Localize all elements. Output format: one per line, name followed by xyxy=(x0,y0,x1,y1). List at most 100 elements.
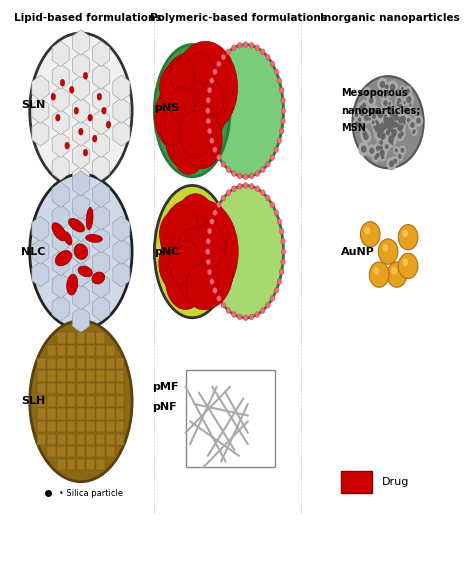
Circle shape xyxy=(402,120,407,127)
Circle shape xyxy=(361,130,371,143)
Circle shape xyxy=(398,124,401,128)
Ellipse shape xyxy=(186,264,218,310)
Ellipse shape xyxy=(208,128,212,134)
Ellipse shape xyxy=(249,42,254,48)
Bar xyxy=(96,345,105,356)
Bar xyxy=(86,459,95,470)
Bar xyxy=(106,446,115,457)
Ellipse shape xyxy=(270,295,274,301)
Ellipse shape xyxy=(170,240,201,286)
Circle shape xyxy=(358,108,367,119)
Circle shape xyxy=(390,129,398,140)
Circle shape xyxy=(360,222,380,247)
Circle shape xyxy=(386,126,392,134)
Circle shape xyxy=(376,121,379,125)
Ellipse shape xyxy=(30,321,132,481)
Circle shape xyxy=(377,131,383,138)
Bar xyxy=(116,358,124,369)
Ellipse shape xyxy=(183,217,215,263)
Bar xyxy=(57,345,65,356)
Circle shape xyxy=(377,129,389,143)
Circle shape xyxy=(359,105,365,113)
Circle shape xyxy=(379,153,386,161)
Circle shape xyxy=(363,131,367,137)
Circle shape xyxy=(382,83,387,89)
Circle shape xyxy=(401,148,404,153)
Ellipse shape xyxy=(221,54,226,60)
Ellipse shape xyxy=(249,183,254,189)
Circle shape xyxy=(401,116,406,123)
Circle shape xyxy=(385,84,389,89)
Circle shape xyxy=(373,125,381,135)
Circle shape xyxy=(358,117,361,122)
Bar xyxy=(185,369,274,468)
Circle shape xyxy=(398,154,401,159)
Bar xyxy=(67,446,75,457)
Ellipse shape xyxy=(265,54,270,60)
Circle shape xyxy=(355,113,358,117)
Ellipse shape xyxy=(164,82,220,162)
Circle shape xyxy=(372,108,377,114)
Circle shape xyxy=(374,119,380,127)
Circle shape xyxy=(389,125,400,140)
Ellipse shape xyxy=(255,312,260,317)
Circle shape xyxy=(396,123,401,129)
Bar xyxy=(57,459,65,470)
Circle shape xyxy=(390,118,400,131)
Text: Inorganic nanoparticles: Inorganic nanoparticles xyxy=(320,13,460,23)
Bar xyxy=(67,421,75,432)
Ellipse shape xyxy=(64,232,72,245)
Bar xyxy=(57,434,65,445)
Ellipse shape xyxy=(261,49,265,54)
Ellipse shape xyxy=(221,195,226,201)
Circle shape xyxy=(406,91,409,95)
Circle shape xyxy=(379,151,384,158)
Circle shape xyxy=(381,129,383,133)
Circle shape xyxy=(385,113,397,128)
Bar xyxy=(57,446,65,457)
Circle shape xyxy=(374,127,385,142)
Circle shape xyxy=(372,114,376,119)
Circle shape xyxy=(398,253,418,279)
Ellipse shape xyxy=(208,45,283,177)
Circle shape xyxy=(410,127,418,136)
Ellipse shape xyxy=(265,302,270,308)
Circle shape xyxy=(376,153,380,158)
Circle shape xyxy=(388,118,397,131)
Ellipse shape xyxy=(243,174,248,180)
Text: pNC: pNC xyxy=(155,247,180,257)
Bar xyxy=(76,396,85,407)
Ellipse shape xyxy=(176,229,208,275)
Ellipse shape xyxy=(270,202,274,208)
Circle shape xyxy=(353,76,424,168)
Ellipse shape xyxy=(226,190,231,195)
Bar xyxy=(67,459,75,470)
Bar xyxy=(47,446,56,457)
Bar xyxy=(116,434,124,445)
Circle shape xyxy=(374,108,386,122)
Circle shape xyxy=(380,146,383,150)
Circle shape xyxy=(370,111,378,122)
Bar xyxy=(96,396,105,407)
Circle shape xyxy=(378,123,383,129)
Ellipse shape xyxy=(265,195,270,201)
Circle shape xyxy=(393,146,400,154)
Circle shape xyxy=(412,129,416,134)
Ellipse shape xyxy=(175,194,216,251)
Circle shape xyxy=(389,161,394,167)
Circle shape xyxy=(383,84,385,87)
Circle shape xyxy=(406,96,411,103)
Text: SLH: SLH xyxy=(21,396,45,406)
Circle shape xyxy=(386,129,390,135)
Ellipse shape xyxy=(30,174,132,329)
Ellipse shape xyxy=(206,259,210,265)
Ellipse shape xyxy=(249,173,254,179)
Text: Polymeric-based formulations: Polymeric-based formulations xyxy=(151,13,328,23)
Circle shape xyxy=(388,106,392,111)
Circle shape xyxy=(410,122,415,128)
Circle shape xyxy=(387,124,395,135)
Text: SLN: SLN xyxy=(21,100,45,110)
Bar xyxy=(76,409,85,420)
Ellipse shape xyxy=(74,108,79,114)
Circle shape xyxy=(389,110,393,116)
